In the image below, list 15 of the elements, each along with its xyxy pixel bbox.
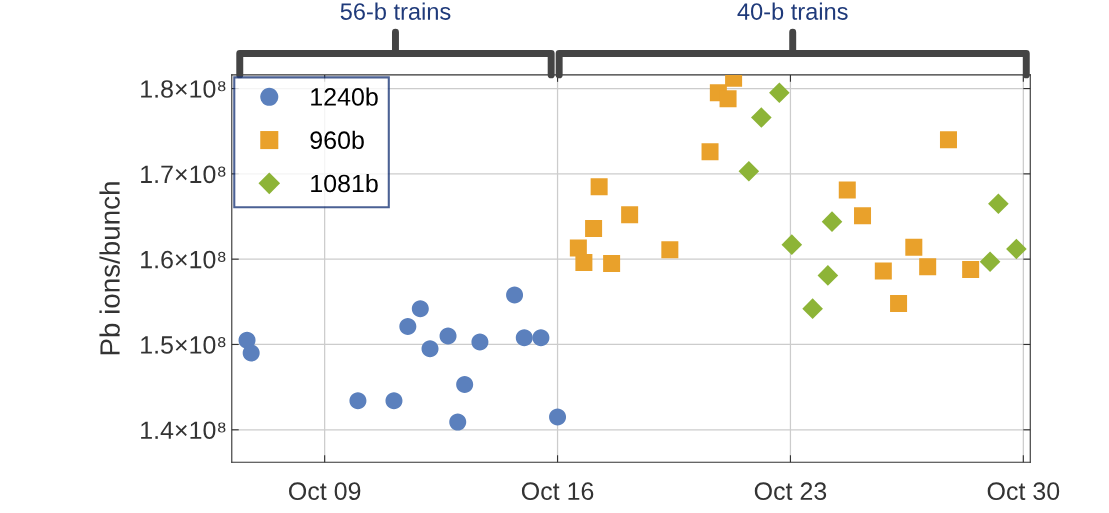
y-tick-label: 1.8×10⁸ bbox=[141, 80, 226, 98]
x-tick-label: Oct 23 bbox=[754, 482, 827, 501]
x-tick-label: Oct 16 bbox=[521, 482, 594, 501]
y-tick-label: 1.4×10⁸ bbox=[141, 421, 226, 440]
text: 40-b trains bbox=[737, 2, 848, 20]
legend-label: 960b bbox=[310, 130, 364, 150]
y-axis-title: Pb ions/bunch bbox=[99, 182, 120, 355]
legend-label: 1240b bbox=[311, 87, 378, 106]
y-tick-label: 1.5×10⁸ bbox=[141, 336, 226, 354]
legend-label: 1081b bbox=[311, 174, 378, 193]
y-tick-label: 1.7×10⁸ bbox=[141, 165, 226, 184]
text: 56-b trains bbox=[340, 2, 451, 20]
x-tick-label: Oct 30 bbox=[987, 482, 1060, 501]
x-tick-label: Oct 09 bbox=[289, 482, 361, 501]
y-tick-label: 1.6×10⁸ bbox=[141, 250, 226, 269]
